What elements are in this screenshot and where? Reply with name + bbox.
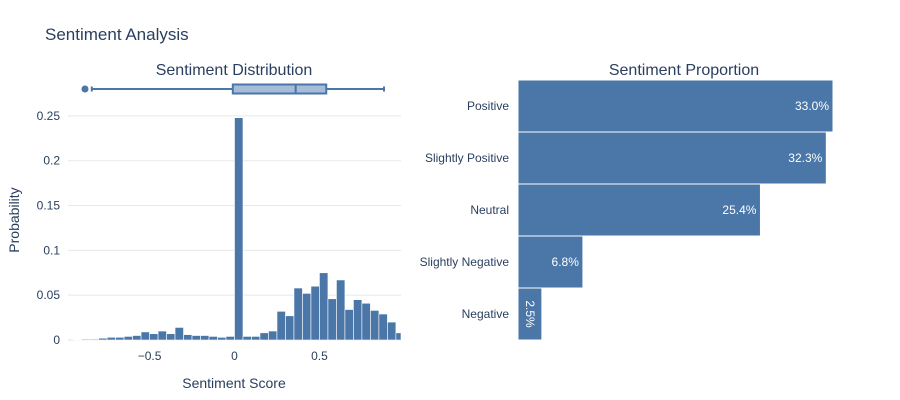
x-axis-title: Sentiment Score	[182, 375, 286, 391]
proportion-bars: Positive 33.0% Slightly Positive 32.3% Neutr…	[420, 79, 834, 341]
chart-title: Sentiment Analysis	[45, 25, 189, 44]
histogram-y-ticks: 0 0.05 0.1 0.15 0.2 0.25	[37, 109, 61, 347]
histogram-bar	[98, 337, 108, 341]
histogram-bar	[106, 337, 116, 341]
proportion-bar	[517, 183, 761, 237]
histogram-title: Sentiment Distribution	[156, 62, 313, 79]
histogram-bar	[285, 315, 295, 341]
histogram-bar	[225, 336, 235, 341]
y-tick-label: 0.15	[37, 199, 61, 213]
histogram-panel: Sentiment Distribution 0 0.05 0.1 0.15 0.2 0.…	[6, 62, 402, 391]
category-label: Positive	[467, 99, 509, 113]
histogram-bar	[276, 311, 286, 341]
histogram-bar	[157, 330, 167, 341]
histogram-bar	[293, 287, 303, 341]
box-plot	[81, 83, 386, 95]
histogram-bar	[370, 310, 380, 341]
histogram-bar	[268, 330, 278, 341]
category-label: Slightly Positive	[425, 151, 509, 165]
histogram-bar	[132, 335, 142, 341]
histogram-bar	[174, 327, 184, 341]
histogram-bar	[310, 285, 320, 341]
histogram-bars	[72, 117, 402, 341]
proportion-bar	[517, 79, 834, 133]
histogram-bar	[302, 293, 312, 341]
x-tick-label: 0.5	[311, 349, 328, 363]
proportion-bar	[517, 131, 827, 185]
proportion-title: Sentiment Proportion	[609, 62, 759, 79]
histogram-bar	[149, 333, 159, 341]
histogram-bar	[336, 279, 346, 341]
histogram-bar	[251, 336, 261, 341]
proportion-bar	[517, 287, 543, 341]
y-tick-label: 0.05	[37, 288, 61, 302]
histogram-bar	[140, 331, 150, 341]
histogram-bar	[234, 117, 244, 341]
histogram-bar	[200, 335, 210, 341]
histogram-x-ticks: −0.5 0 0.5	[138, 349, 328, 363]
histogram-bar	[319, 272, 329, 341]
bar-value-label: 2.5%	[523, 300, 537, 328]
histogram-bar	[89, 338, 99, 341]
histogram-bar	[361, 302, 371, 341]
histogram-bar	[259, 332, 269, 341]
bar-value-label: 32.3%	[788, 151, 822, 165]
y-axis-title: Probability	[6, 187, 22, 252]
histogram-bar	[81, 338, 91, 341]
y-tick-label: 0	[53, 333, 60, 347]
category-label: Slightly Negative	[420, 255, 510, 269]
bar-value-label: 25.4%	[722, 203, 756, 217]
proportion-bar	[517, 235, 584, 289]
x-tick-label: 0	[231, 349, 238, 363]
histogram-bar	[378, 313, 388, 341]
box-outlier	[81, 85, 89, 93]
bar-value-label: 6.8%	[552, 255, 580, 269]
category-label: Neutral	[470, 203, 509, 217]
y-tick-label: 0.25	[37, 109, 61, 123]
histogram-bar	[395, 332, 402, 341]
category-label: Negative	[462, 307, 510, 321]
histogram-bar	[327, 298, 337, 341]
histogram-bar	[191, 335, 201, 341]
histogram-bar	[242, 336, 252, 341]
histogram-bar	[166, 333, 176, 341]
histogram-bar	[208, 336, 218, 341]
y-tick-label: 0.2	[43, 154, 60, 168]
box-iqr	[231, 83, 328, 95]
histogram-bar	[183, 334, 193, 341]
proportion-panel: Sentiment Proportion Positive 33.0% Slight…	[420, 62, 834, 341]
bar-value-label: 33.0%	[795, 99, 829, 113]
histogram-bar	[217, 337, 227, 341]
histogram-bar	[387, 321, 397, 341]
histogram-bar	[123, 336, 133, 341]
histogram-bar	[115, 337, 125, 341]
histogram-bar	[353, 299, 363, 341]
x-tick-label: −0.5	[138, 349, 162, 363]
y-tick-label: 0.1	[43, 243, 60, 257]
histogram-bar	[344, 309, 354, 341]
